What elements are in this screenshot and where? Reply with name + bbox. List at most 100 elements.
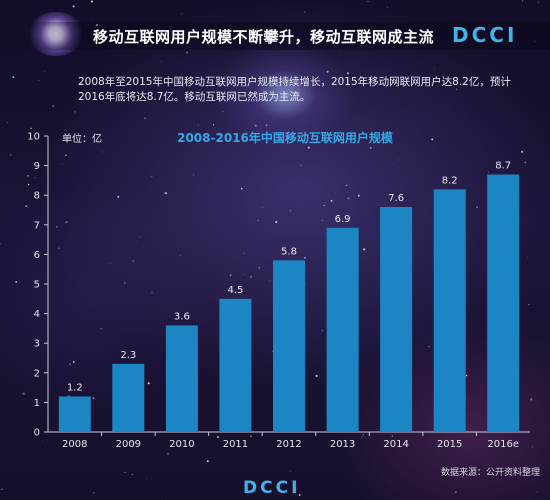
star-dot xyxy=(346,184,348,186)
star-dot xyxy=(1,488,3,491)
star-dot xyxy=(300,164,302,166)
star-dot xyxy=(454,491,457,494)
y-tick-label: 10 xyxy=(27,132,40,143)
star-dot xyxy=(146,477,148,479)
star-dot xyxy=(218,141,219,143)
star-dot xyxy=(346,72,350,75)
x-category-label: 2008 xyxy=(62,439,87,450)
star-dot xyxy=(181,13,183,15)
star-dot xyxy=(186,51,188,54)
dcci-logo: DCCI xyxy=(452,23,518,47)
dcci-footer-logo: DCCI xyxy=(243,478,301,498)
star-dot xyxy=(434,67,436,69)
star-dot xyxy=(321,220,323,221)
star-dot xyxy=(72,361,75,363)
bar-value-label: 4.5 xyxy=(227,285,243,296)
star-dot xyxy=(240,187,243,190)
y-tick-label: 1 xyxy=(34,398,40,409)
star-dot xyxy=(144,117,147,120)
star-dot xyxy=(428,346,430,347)
star-dot xyxy=(68,363,72,366)
bar-value-label: 8.7 xyxy=(495,160,511,171)
star-dot xyxy=(269,280,271,281)
star-dot xyxy=(44,71,46,73)
star-dot xyxy=(243,252,245,254)
star-dot xyxy=(0,242,1,245)
star-dot xyxy=(151,175,153,177)
bar-value-label: 8.2 xyxy=(442,175,458,186)
bar-value-label: 3.6 xyxy=(174,311,190,322)
star-dot xyxy=(524,161,526,164)
y-tick-label: 7 xyxy=(34,220,40,231)
star-dot xyxy=(398,159,400,161)
star-dot xyxy=(212,124,215,126)
star-dot xyxy=(361,436,363,438)
star-dot xyxy=(136,241,137,242)
star-dot xyxy=(298,494,301,496)
star-dot xyxy=(52,105,55,108)
star-dot xyxy=(368,78,371,80)
bar-2016e xyxy=(487,174,520,432)
star-dot xyxy=(74,111,76,113)
header-bar xyxy=(0,22,550,50)
x-category-label: 2014 xyxy=(383,439,408,450)
y-tick-label: 8 xyxy=(34,191,40,202)
bar-2009 xyxy=(112,363,145,432)
star-dot xyxy=(391,435,393,437)
star-dot xyxy=(402,79,404,81)
star-dot xyxy=(487,473,489,475)
y-tick-label: 4 xyxy=(34,309,40,320)
star-dot xyxy=(179,254,181,256)
star-dot xyxy=(251,482,254,485)
star-dot xyxy=(461,476,463,478)
star-dot xyxy=(431,138,434,141)
star-dot xyxy=(265,124,268,126)
star-dot xyxy=(34,177,36,179)
bar-value-label: 2.3 xyxy=(120,350,136,361)
star-dot xyxy=(528,304,530,306)
star-dot xyxy=(335,191,336,193)
star-dot xyxy=(262,206,264,208)
star-dot xyxy=(131,473,133,475)
star-dot xyxy=(22,392,25,395)
bar-2011 xyxy=(219,298,252,432)
star-dot xyxy=(130,441,133,443)
star-dot xyxy=(347,197,350,200)
x-category-label: 2015 xyxy=(437,439,462,450)
star-dot xyxy=(58,247,60,249)
x-category-label: 2010 xyxy=(169,439,194,450)
y-tick-label: 0 xyxy=(34,428,40,439)
star-dot xyxy=(42,440,43,441)
star-dot xyxy=(72,5,75,8)
star-dot xyxy=(100,328,102,330)
star-dot xyxy=(117,195,120,198)
star-dot xyxy=(189,314,191,316)
star-dot xyxy=(65,220,68,224)
star-dot xyxy=(530,398,533,401)
star-dot xyxy=(55,225,58,228)
star-dot xyxy=(229,274,232,277)
star-dot xyxy=(538,2,539,3)
star-dot xyxy=(536,491,538,493)
star-dot xyxy=(367,1,369,2)
intro-text: 2008年至2015年中国移动互联网用户规模持续增长，2015年移动网联网用户达… xyxy=(78,76,511,103)
star-dot xyxy=(254,124,257,127)
star-dot xyxy=(275,220,278,224)
star-dot xyxy=(294,138,296,141)
star-dot xyxy=(102,151,103,153)
bar-2015 xyxy=(433,189,466,432)
star-dot xyxy=(321,329,324,332)
bar-value-label: 1.2 xyxy=(67,382,83,393)
y-tick-label: 9 xyxy=(34,161,40,172)
star-dot xyxy=(90,0,93,3)
y-tick-label: 6 xyxy=(34,250,40,261)
y-tick-label: 2 xyxy=(34,368,40,379)
bar-value-label: 6.9 xyxy=(335,214,351,225)
star-dot xyxy=(326,70,329,73)
star-dot xyxy=(197,124,199,126)
star-dot xyxy=(303,256,306,259)
star-dot xyxy=(139,236,140,238)
star-dot xyxy=(257,219,259,222)
star-dot xyxy=(307,146,310,149)
star-dot xyxy=(9,154,12,156)
